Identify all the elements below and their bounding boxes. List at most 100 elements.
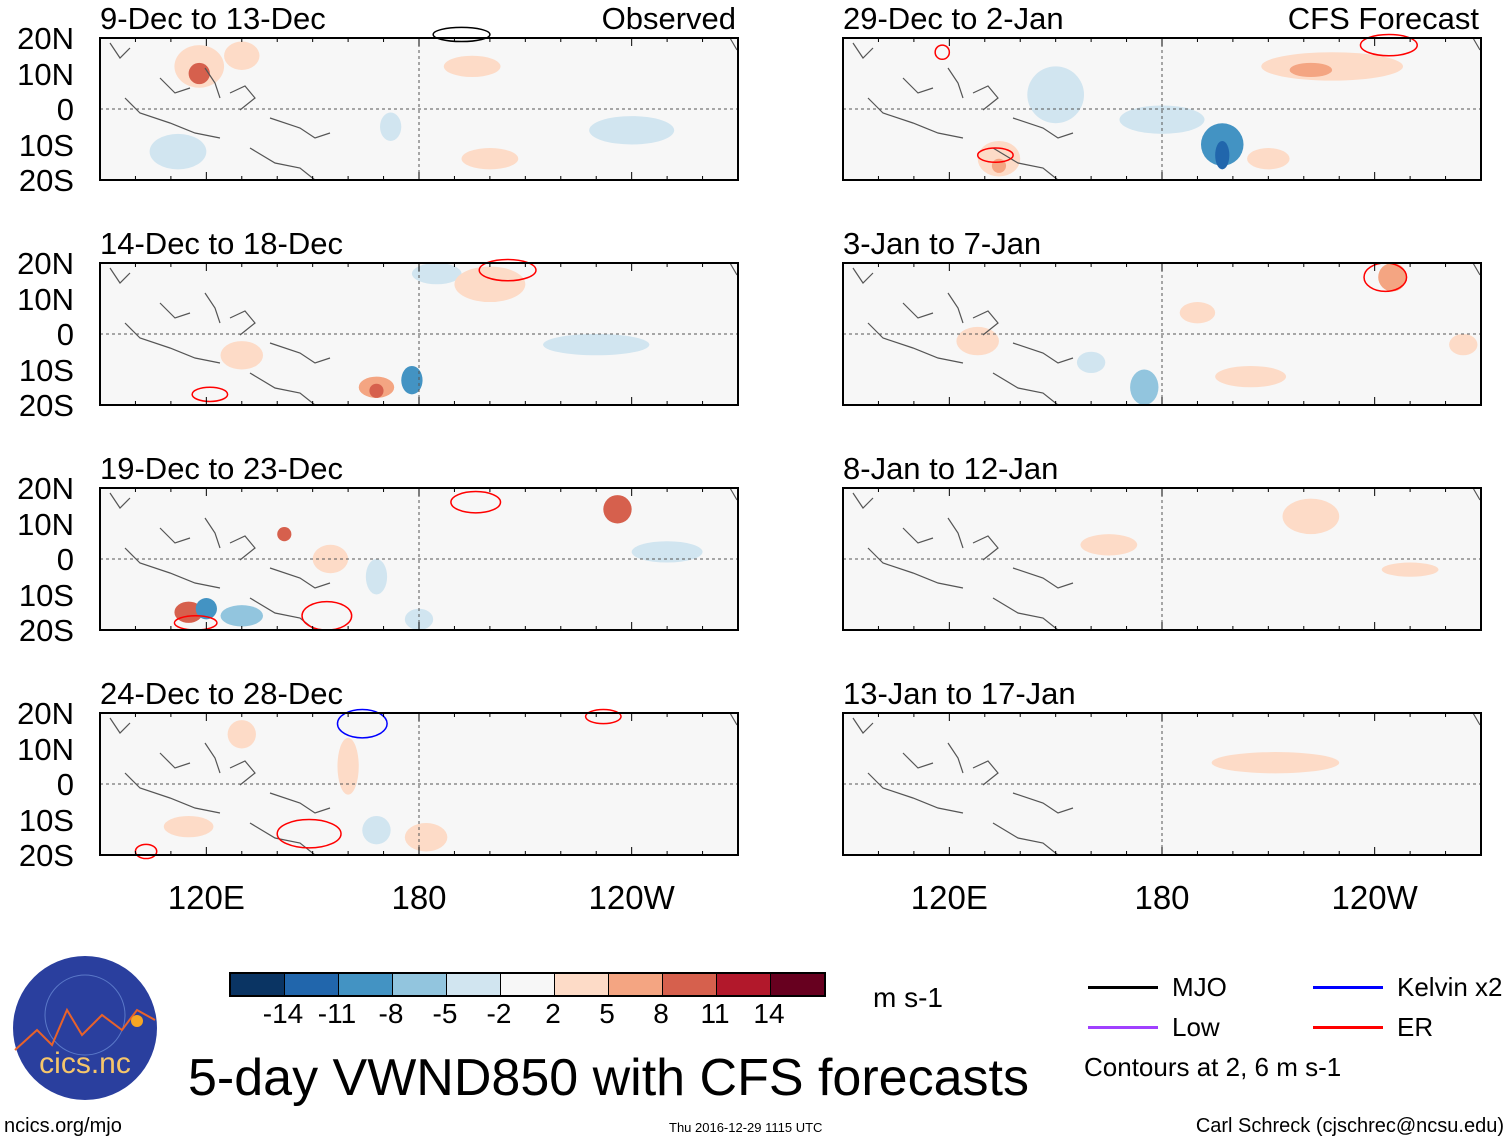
contour-er: [584, 708, 622, 725]
anomaly-blob: [1179, 302, 1216, 324]
coastline: [852, 262, 1481, 406]
x-tick-label: 180: [1134, 879, 1190, 916]
x-tick-label: 120W: [1331, 879, 1418, 916]
anomaly-blob: [170, 312, 207, 342]
panel-frame: [842, 262, 1482, 406]
legend-label: Kelvin x2: [1397, 972, 1503, 1002]
colorbar-label: 11: [700, 998, 730, 1029]
anomaly-blob: [956, 326, 999, 356]
colorbar-label: -2: [486, 998, 512, 1029]
y-tick-label: 10S: [18, 577, 74, 613]
anomaly-blob: [1215, 140, 1230, 170]
colorbar-swatch: [339, 974, 393, 995]
panel-frame: [99, 712, 739, 856]
observed-label: Observed: [601, 1, 736, 36]
contour-er: [1359, 33, 1418, 57]
anomaly-blob: [224, 41, 260, 70]
contour-er: [976, 147, 1014, 164]
map-panel: [842, 487, 1482, 631]
footer-credit: Carl Schreck (cjschrec@ncsu.edu): [1195, 1115, 1504, 1137]
panel-title: 9-Dec to 13-Dec: [100, 1, 326, 36]
panel-title: 24-Dec to 28-Dec: [100, 676, 343, 711]
anomaly-blob: [380, 112, 402, 141]
anomaly-blob: [603, 495, 632, 524]
y-tick-label: 10S: [18, 352, 74, 388]
anomaly-blob: [1215, 365, 1287, 388]
map-panel: [99, 487, 739, 631]
panel-frame: [99, 262, 739, 406]
colorbar-swatch: [717, 974, 771, 995]
panel-frame: [99, 37, 739, 181]
colorbar-swatch: [231, 974, 285, 995]
legend-label: ER: [1397, 1012, 1434, 1042]
colorbar-swatch: [501, 974, 555, 995]
y-tick-label: 20N: [17, 471, 74, 506]
legend-line-er: [1313, 1026, 1383, 1029]
panel-title: 8-Jan to 12-Jan: [843, 451, 1059, 486]
contour-er: [276, 818, 342, 849]
anomaly-blob: [1449, 334, 1478, 356]
colorbar-label: -8: [378, 998, 404, 1029]
coastline: [852, 487, 1481, 631]
anomaly-blob: [443, 55, 501, 78]
colorbar-label: 14: [753, 998, 785, 1029]
anomaly-blob: [149, 133, 207, 170]
anomaly-blob: [220, 605, 264, 627]
anomaly-blob: [543, 334, 650, 356]
figure-title: 5-day VWND850 with CFS forecasts: [188, 1049, 1029, 1107]
anomaly-blob: [1119, 105, 1205, 134]
colorbar-label: -11: [317, 998, 357, 1029]
x-tick-label: 180: [391, 879, 447, 916]
colorbar-label: 8: [653, 998, 669, 1029]
anomaly-blob: [1130, 369, 1159, 405]
footer-timestamp: Thu 2016-12-29 1115 UTC: [669, 1120, 823, 1135]
panel-title: 3-Jan to 7-Jan: [843, 226, 1042, 261]
y-tick-label: 20S: [18, 613, 74, 648]
map-panel: [842, 262, 1482, 406]
y-tick-label: 20S: [18, 163, 74, 198]
colorbar-swatch: [555, 974, 609, 995]
y-tick-label: 0: [56, 542, 74, 577]
anomaly-blob: [369, 383, 384, 398]
legend-line-low: [1088, 1026, 1158, 1029]
colorbar-swatch: [447, 974, 501, 995]
contour-er: [191, 386, 229, 403]
contour-er: [478, 258, 537, 282]
map-panel: [99, 708, 739, 860]
y-tick-label: 10S: [18, 127, 74, 163]
colorbar-swatch: [393, 974, 447, 995]
anomaly-blob: [415, 759, 458, 774]
anomaly-blob: [1108, 780, 1131, 802]
colorbar-swatch: [609, 974, 663, 995]
anomaly-blob: [404, 608, 434, 630]
y-tick-label: 10N: [17, 506, 74, 542]
coastline: [109, 37, 738, 181]
panel-title: 29-Dec to 2-Jan: [843, 1, 1064, 36]
anomaly-blob: [1247, 148, 1290, 170]
colorbar-swatch: [771, 974, 824, 995]
y-tick-label: 10N: [17, 731, 74, 767]
colorbar-label: 2: [545, 998, 561, 1029]
y-tick-label: 10N: [17, 56, 74, 92]
coastline: [109, 262, 738, 406]
y-tick-label: 20N: [17, 246, 74, 281]
y-tick-label: 10S: [18, 802, 74, 838]
logo-text: cics.nc: [39, 1047, 131, 1080]
coastline: [109, 487, 738, 631]
y-tick-label: 20N: [17, 696, 74, 731]
coastline: [852, 712, 1481, 856]
legend-line-kelvin-x2: [1313, 986, 1383, 989]
y-tick-label: 0: [56, 767, 74, 802]
colorbar-label: -5: [432, 998, 458, 1029]
anomaly-blob: [277, 527, 292, 542]
contour-er: [450, 490, 502, 514]
anomaly-blob: [977, 140, 1021, 177]
coastline: [109, 712, 738, 856]
anomaly-blob: [1378, 263, 1407, 292]
footer-left: ncics.org/mjo: [4, 1115, 122, 1137]
anomaly-blob: [337, 737, 359, 795]
anomaly-blob: [365, 559, 388, 595]
x-tick-label: 120E: [167, 879, 245, 916]
anomaly-blob: [227, 720, 256, 749]
anomaly-blob: [454, 266, 526, 303]
